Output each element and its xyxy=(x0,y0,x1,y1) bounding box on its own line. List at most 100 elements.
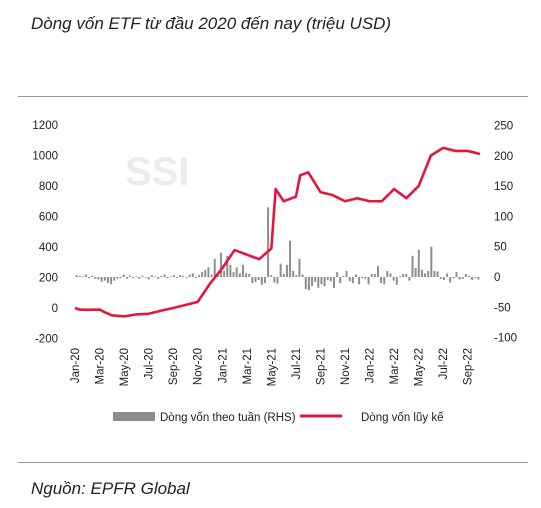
x-tick-label: Mar-20 xyxy=(95,348,107,384)
weekly-flow-bar xyxy=(298,258,301,277)
weekly-flow-bar xyxy=(339,277,342,284)
x-tick-label: Nov-21 xyxy=(340,348,352,385)
weekly-flow-bar xyxy=(232,272,235,277)
weekly-flow-bar xyxy=(420,269,423,277)
weekly-flow-bar xyxy=(417,249,420,277)
x-tick-label: Sep-21 xyxy=(315,348,327,385)
right-tick-label: 150 xyxy=(494,181,513,193)
weekly-flow-bar xyxy=(289,240,292,277)
legend-bar-label: Dòng vốn theo tuần (RHS) xyxy=(160,412,296,424)
right-tick-label: -100 xyxy=(494,333,517,345)
weekly-flow-bar xyxy=(138,277,141,279)
weekly-flow-bar xyxy=(405,273,408,277)
weekly-flow-bar xyxy=(279,263,282,277)
weekly-flow-bar xyxy=(204,269,207,277)
weekly-flow-bar xyxy=(179,275,182,277)
weekly-flow-bar xyxy=(398,276,401,278)
weekly-flow-bar xyxy=(160,275,163,277)
weekly-flow-bar xyxy=(147,277,150,280)
weekly-flow-bar xyxy=(144,277,147,278)
weekly-flow-bar xyxy=(106,277,109,284)
weekly-flow-bar xyxy=(194,277,197,279)
weekly-flow-bar xyxy=(113,277,116,281)
weekly-flow-bar xyxy=(392,277,395,281)
weekly-flow-bar xyxy=(307,277,310,291)
weekly-flow-bar xyxy=(364,277,367,279)
weekly-flow-bar xyxy=(304,277,307,290)
weekly-flow-bar xyxy=(169,276,172,278)
weekly-flow-bar xyxy=(128,275,131,277)
weekly-flow-bar xyxy=(452,277,455,279)
left-tick-label: 0 xyxy=(52,303,58,315)
weekly-flow-bar xyxy=(402,273,405,277)
weekly-flow-bar xyxy=(361,277,364,279)
weekly-flow-bar xyxy=(223,270,226,277)
x-tick-label: Jan-20 xyxy=(70,348,82,383)
weekly-flow-bar xyxy=(213,258,216,277)
weekly-flow-bar xyxy=(260,277,263,285)
weekly-flow-bar xyxy=(201,272,204,277)
weekly-flow-bar xyxy=(433,270,436,277)
weekly-flow-bar xyxy=(116,277,119,279)
x-tick-label: Sep-22 xyxy=(463,348,475,385)
weekly-flow-bar xyxy=(251,277,254,284)
watermark: SSI xyxy=(125,150,189,194)
legend-bar-swatch xyxy=(113,412,155,421)
weekly-flow-bar xyxy=(474,277,477,279)
weekly-flow-bar xyxy=(439,277,442,279)
weekly-flow-bar xyxy=(449,277,452,283)
weekly-flow-bar xyxy=(386,270,389,277)
weekly-flow-bar xyxy=(176,277,179,278)
x-tick-label: Mar-21 xyxy=(242,348,254,384)
weekly-flow-bar xyxy=(446,273,449,277)
chart-title: Dòng vốn ETF từ đầu 2020 đến nay (triệu … xyxy=(31,14,392,33)
weekly-flow-bar xyxy=(257,277,260,281)
weekly-flow-bar xyxy=(373,273,376,277)
weekly-flow-bar xyxy=(132,277,135,279)
weekly-flow-bar xyxy=(210,274,213,277)
weekly-flow-bar xyxy=(273,277,276,283)
weekly-flow-bar xyxy=(389,273,392,277)
weekly-flow-bar xyxy=(75,275,78,277)
weekly-flow-bar xyxy=(198,275,200,277)
x-tick-label: Jul-22 xyxy=(438,348,450,379)
x-tick-label: May-21 xyxy=(266,348,278,386)
weekly-flow-bar xyxy=(282,273,285,277)
weekly-flow-bar xyxy=(427,270,430,277)
weekly-flow-bar xyxy=(220,252,222,277)
x-tick-label: Mar-22 xyxy=(389,348,401,384)
weekly-flow-bar xyxy=(326,277,329,281)
weekly-flow-bar xyxy=(314,277,317,282)
x-axis-ticks: Jan-20 Mar-20 May-20 Jul-20 Sep-20 Nov-20 Jan-… xyxy=(70,348,475,386)
weekly-flow-bar xyxy=(125,277,128,279)
weekly-flow-bar xyxy=(285,264,288,277)
weekly-flow-bar xyxy=(191,273,194,277)
right-tick-label: -50 xyxy=(494,302,511,314)
left-axis-ticks: 1200 1000 800 600 400 200 0 -200 xyxy=(32,120,58,346)
weekly-flow-bar xyxy=(226,255,229,277)
weekly-flow-bar xyxy=(414,267,417,277)
weekly-flow-bar xyxy=(458,277,461,280)
weekly-flow-bar xyxy=(442,277,445,281)
weekly-flow-bar xyxy=(94,277,97,279)
weekly-flow-bar xyxy=(395,277,398,285)
weekly-flow-bar xyxy=(411,255,414,277)
left-tick-label: 800 xyxy=(39,181,58,193)
weekly-flow-bar xyxy=(267,207,270,277)
weekly-flow-bar xyxy=(455,272,458,277)
left-tick-label: 600 xyxy=(39,212,58,224)
weekly-flow-bar xyxy=(276,277,279,284)
right-tick-label: 200 xyxy=(494,151,513,163)
weekly-flow-bar xyxy=(81,276,84,278)
weekly-flow-bar xyxy=(88,277,91,279)
weekly-flow-bar xyxy=(342,275,345,277)
weekly-flow-bar xyxy=(238,273,241,277)
weekly-flow-bar xyxy=(464,273,467,277)
weekly-flow-bar xyxy=(154,276,157,278)
x-tick-label: Jan-21 xyxy=(217,348,229,383)
weekly-flow-bar xyxy=(185,277,188,279)
weekly-flow-bar xyxy=(188,274,191,277)
weekly-flow-bar xyxy=(166,277,169,279)
weekly-flow-bar xyxy=(119,277,122,279)
